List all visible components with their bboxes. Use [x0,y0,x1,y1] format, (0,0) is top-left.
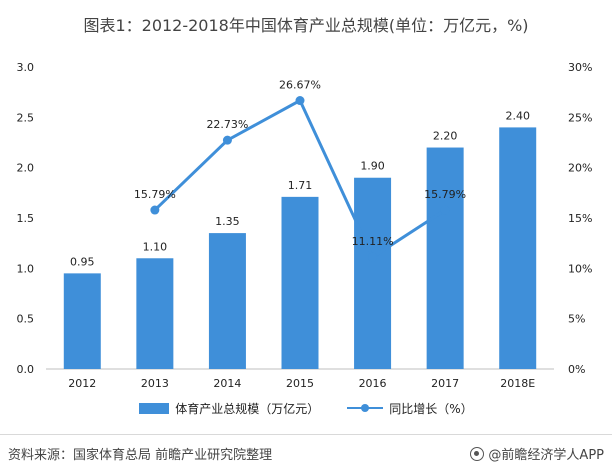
bar-value-label: 2.20 [433,130,458,143]
brand-text: @前瞻经济学人APP [488,448,604,463]
growth-value-label: 22.73% [206,118,248,131]
x-tick-label: 2018E [500,377,535,390]
growth-point [440,205,450,215]
bar-series [63,127,537,370]
bar-value-label: 0.95 [70,255,95,268]
growth-point [295,96,305,106]
growth-value-label: 26.67% [279,79,321,92]
bar-value-label: 1.71 [288,179,313,192]
legend-bar-swatch [139,402,170,414]
legend-item-bar: 体育产业总规模（万亿元） [139,400,319,417]
bar [208,233,246,369]
bar-value-label: 1.10 [143,240,168,253]
legend-bar-label: 体育产业总规模（万亿元） [175,401,320,416]
x-tick-label: 2017 [431,377,459,390]
growth-value-label: 15.79% [134,188,176,201]
y-right-tick-label: 25% [568,111,592,124]
footer-divider [0,434,612,435]
bar [281,196,319,369]
growth-point [150,205,160,215]
brand-mark: @前瞻经济学人APP [470,444,604,463]
bar-value-label: 1.90 [360,160,385,173]
x-tick-label: 2013 [141,377,169,390]
source-note: 资料来源：国家体育总局 前瞻产业研究院整理 [8,448,273,463]
growth-value-label: 15.79% [424,188,466,201]
bar [354,177,392,369]
y-left-tick-label: 3.0 [17,61,35,74]
brand-icon [470,446,485,461]
y-left-tick-label: 1.0 [17,262,35,275]
line-series [150,96,450,262]
combo-chart: 0.0 0.5 1.0 1.5 2.0 2.5 3.0 0% 5% 10% 15% 20% 25% 30%… [17,61,593,390]
chart-axes: 0.0 0.5 1.0 1.5 2.0 2.5 3.0 0% 5% 10% 15% 20% 25% 30%… [17,61,593,390]
legend-line-label: 同比增长（%） [389,401,473,416]
data-labels: 0.95 1.10 1.35 1.71 1.90 2.20 2.40 15.79% 22.73%… [70,79,530,269]
y-left-tick-label: 2.5 [17,111,35,124]
legend-line-swatch [347,402,384,414]
chart-title: 图表1：2012-2018年中国体育产业总规模(单位：万亿元，%) [83,16,529,35]
y-right-tick-label: 10% [568,262,592,275]
y-left-tick-label: 0.5 [17,313,35,326]
y-left-tick-label: 1.5 [17,212,35,225]
y-right-tick-label: 20% [568,162,592,175]
growth-value-label: 11.11% [352,235,394,248]
y-right-tick-label: 5% [568,313,585,326]
y-right-tick-label: 15% [568,212,592,225]
y-left-tick-label: 2.0 [17,162,35,175]
y-right-tick-label: 0% [568,363,585,376]
y-right-tick-label: 30% [568,61,592,74]
growth-point [222,135,232,145]
y-left-tick-label: 0.0 [17,363,35,376]
bar [499,127,537,370]
x-tick-label: 2014 [213,377,241,390]
bar [136,258,174,369]
x-tick-label: 2012 [68,377,96,390]
bar [63,273,101,369]
bar [426,147,464,369]
bar-value-label: 2.40 [505,109,530,122]
x-tick-label: 2016 [359,377,387,390]
legend-item-line: 同比增长（%） [347,400,473,417]
growth-point [368,252,378,262]
x-tick-label: 2015 [286,377,314,390]
chart-legend: 体育产业总规模（万亿元） 同比增长（%） [0,398,612,418]
bar-value-label: 1.35 [215,215,240,228]
